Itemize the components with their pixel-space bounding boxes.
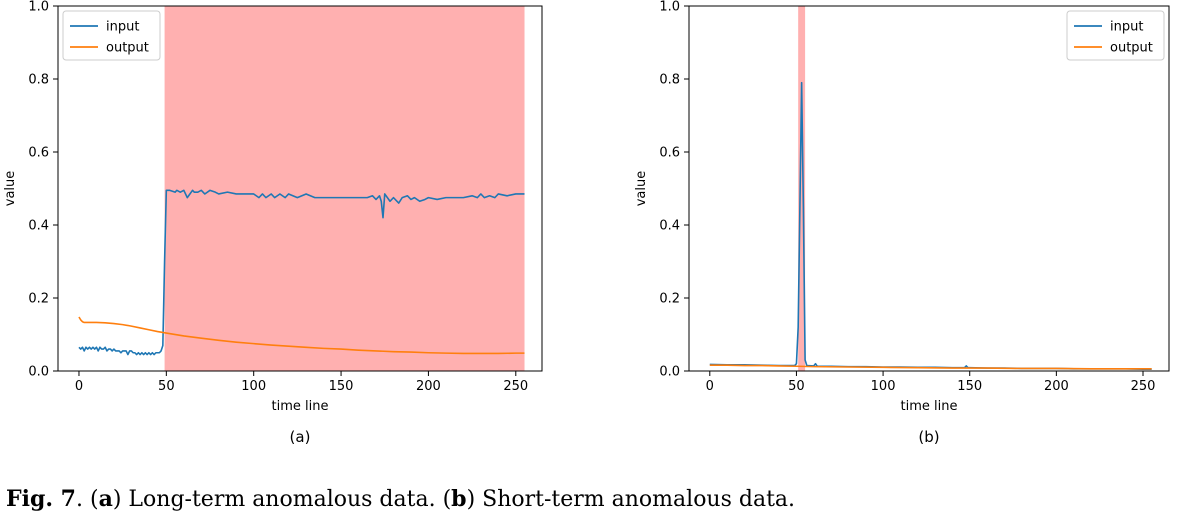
y-tick-label: 0.6	[659, 146, 680, 161]
y-axis-label: value	[3, 171, 18, 207]
x-tick-label: 150	[957, 379, 982, 394]
caption-a-text: ) Long-term anomalous data. (	[112, 487, 452, 512]
x-tick-label: 200	[416, 379, 441, 394]
x-tick-label: 0	[75, 379, 83, 394]
y-tick-label: 0.8	[659, 73, 680, 88]
legend-entry-input: input	[1110, 20, 1143, 35]
panel-label: (b)	[918, 428, 939, 446]
panel-label: (a)	[290, 428, 311, 446]
caption-fig-number: Fig. 7	[6, 486, 76, 512]
legend: input output	[62, 10, 161, 61]
x-tick-label: 250	[1131, 379, 1156, 394]
y-tick-label: 0.2	[28, 292, 49, 307]
x-axis-label: time line	[901, 399, 958, 414]
caption-a-label: a	[98, 486, 113, 512]
legend: input output	[1066, 10, 1165, 61]
plot-frame	[57, 5, 543, 372]
legend-entry-output: output	[106, 41, 149, 56]
x-tick-label: 200	[1044, 379, 1069, 394]
x-tick-label: 0	[706, 379, 714, 394]
x-tick-label: 100	[241, 379, 266, 394]
series-line-input	[709, 81, 1152, 370]
anomaly-highlight-span	[164, 6, 525, 371]
x-tick-label: 100	[871, 379, 896, 394]
caption-separator: . (	[76, 487, 99, 512]
y-axis-label: value	[634, 171, 649, 207]
y-tick-label: 0.4	[28, 219, 49, 234]
caption-b-text: ) Short-term anomalous data.	[466, 487, 796, 512]
series-line-input	[78, 189, 525, 356]
x-tick-label: 250	[503, 379, 528, 394]
x-tick-label: 150	[329, 379, 354, 394]
y-tick-label: 0.0	[28, 365, 49, 380]
chart-panel-a: 0 50 100 150 200 250 0.0 0.2 0.4 0.6 0.8 1.0 time li…	[3, 0, 543, 446]
y-tick-label: 1.0	[659, 0, 680, 15]
y-tick-label: 0.2	[659, 292, 680, 307]
y-tick-label: 0.6	[28, 146, 49, 161]
series-line-output	[709, 364, 1152, 370]
x-axis-label: time line	[272, 399, 329, 414]
x-tick-label: 50	[788, 379, 805, 394]
caption-b-label: b	[451, 486, 467, 512]
legend-entry-output: output	[1110, 41, 1153, 56]
y-tick-label: 0.4	[659, 219, 680, 234]
y-tick-label: 0.8	[28, 73, 49, 88]
anomaly-highlight-span	[798, 6, 806, 371]
x-tick-label: 50	[158, 379, 175, 394]
series-line-output	[78, 316, 525, 355]
legend-entry-input: input	[106, 20, 139, 35]
figure-caption: Fig. 7. (a) Long-term anomalous data. (b…	[6, 486, 795, 512]
plot-frame	[688, 5, 1170, 372]
chart-panel-b: 0 50 100 150 200 250 0.0 0.2 0.4 0.6 0.8 1.0 time li…	[634, 0, 1170, 446]
y-tick-label: 0.0	[659, 365, 680, 380]
y-tick-label: 1.0	[28, 0, 49, 15]
